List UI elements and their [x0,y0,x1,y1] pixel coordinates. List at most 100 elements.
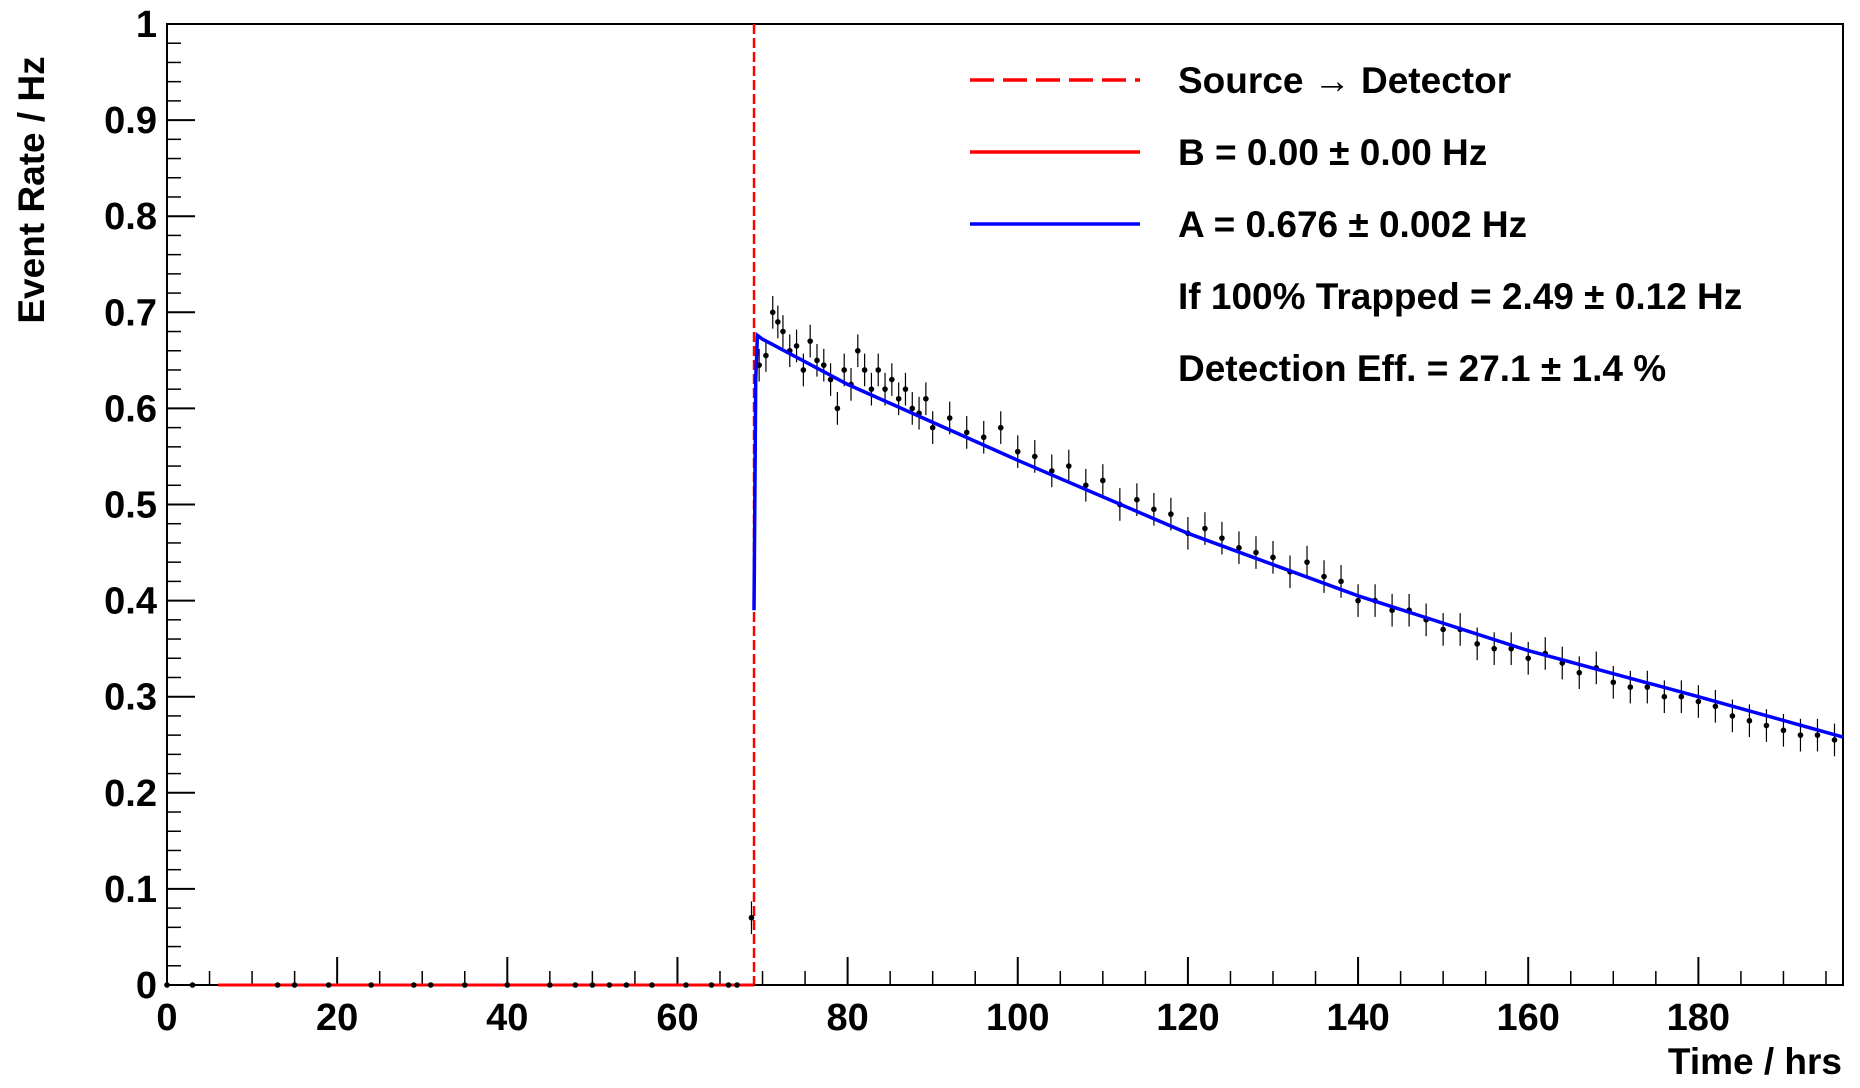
data-point [1321,573,1327,580]
data-point [997,424,1004,431]
data-point [1763,722,1770,729]
data-point [814,357,820,364]
y-tick-label: 0.4 [104,581,157,623]
data-point [807,338,813,344]
y-tick-label: 0.1 [104,869,157,911]
y-tick-label: 1 [136,4,157,46]
data-point [889,376,895,383]
legend-entry: B = 0.00 ± 0.00 Hz [1178,132,1487,173]
y-tick-label: 0.3 [104,677,157,719]
x-tick-label: 20 [316,997,358,1039]
y-tick-label: 0.5 [104,485,157,527]
data-point [1746,717,1753,724]
x-tick-label: 60 [656,997,698,1039]
data-point [1440,626,1446,633]
data-point [875,367,882,373]
data-point [1644,684,1651,690]
data-point [683,982,689,988]
data-point [980,434,987,441]
data-point [1576,669,1583,676]
plot-frame [166,23,1844,986]
data-point [800,367,807,373]
x-tick-label: 180 [1667,997,1730,1039]
data-point [572,982,579,988]
data-point [708,982,715,988]
data-point [1712,703,1719,710]
data-point [1525,655,1532,662]
data-point [189,982,196,988]
data-point [780,328,786,335]
data-point [1134,496,1140,503]
data-point [1253,549,1259,556]
legend-entry: If 100% Trapped = 2.49 ± 0.12 Hz [1178,276,1742,317]
data-point [1661,693,1668,700]
y-tick-label: 0.7 [104,292,157,334]
data-point [1814,732,1821,738]
data-point [963,429,970,436]
data-point [882,386,888,392]
data-point [274,982,281,988]
data-point [547,982,553,988]
data-point [1202,525,1208,532]
data-point [734,982,740,988]
data-point [909,405,916,412]
data-point [461,982,468,988]
data-point [902,386,909,392]
data-point [164,982,170,988]
data-point [1219,535,1225,541]
y-tick-label: 0 [136,965,157,1007]
data-point [1304,559,1310,565]
data-point [1610,679,1617,686]
data-point [1729,713,1736,719]
data-point [725,982,732,988]
data-point [1048,468,1055,474]
data-point [841,367,848,373]
data-point [1695,698,1702,705]
x-tick-label: 0 [156,997,177,1039]
data-point [1270,554,1276,561]
data-point [929,424,936,431]
data-point [410,982,417,988]
data-point [1014,448,1021,455]
y-tick-label: 0.8 [104,196,157,238]
data-point [1168,511,1174,517]
data-point [1151,506,1157,513]
data-point [649,982,655,988]
data-point [748,914,755,921]
data-point [1627,684,1634,690]
data-point [769,309,776,316]
legend: Source → Detector B = 0.00 ± 0.00 Hz A = 0… [970,60,1742,389]
y-tick-label: 0.9 [104,100,157,142]
data-point [504,982,511,988]
data-point [834,405,841,412]
data-point [1491,645,1497,652]
data-point [895,395,902,402]
legend-entry: Source → Detector [1178,60,1511,101]
data-point [820,362,827,368]
x-tick-label: 40 [486,997,528,1039]
y-axis-title: Event Rate / Hz [11,56,52,323]
data-point [325,982,332,988]
y-tick-label: 0.2 [104,773,157,815]
data-point [368,982,374,988]
data-point [1066,463,1072,469]
x-tick-label: 80 [826,997,868,1039]
data-point [827,376,834,383]
data-point [793,343,800,349]
data-point [763,352,769,359]
legend-entry: A = 0.676 ± 0.002 Hz [1178,204,1527,245]
x-tick-label: 140 [1326,997,1389,1039]
data-point [1355,597,1361,604]
chart-marks: 0 0.1 0.2 0.3 0.4 0.5 0.6 0.7 0.8 0.9 1 0 20 40 60 80 10… [104,4,1844,1039]
data-point [1797,732,1804,738]
data-point [923,395,929,402]
data-point [1236,544,1242,551]
data-point [775,319,781,325]
data-point [427,982,434,988]
data-point [946,415,953,421]
data-point [1100,477,1106,484]
data-point [1338,578,1344,585]
x-tick-label: 100 [986,997,1049,1039]
data-point [589,982,596,988]
x-tick-label: 160 [1497,997,1560,1039]
